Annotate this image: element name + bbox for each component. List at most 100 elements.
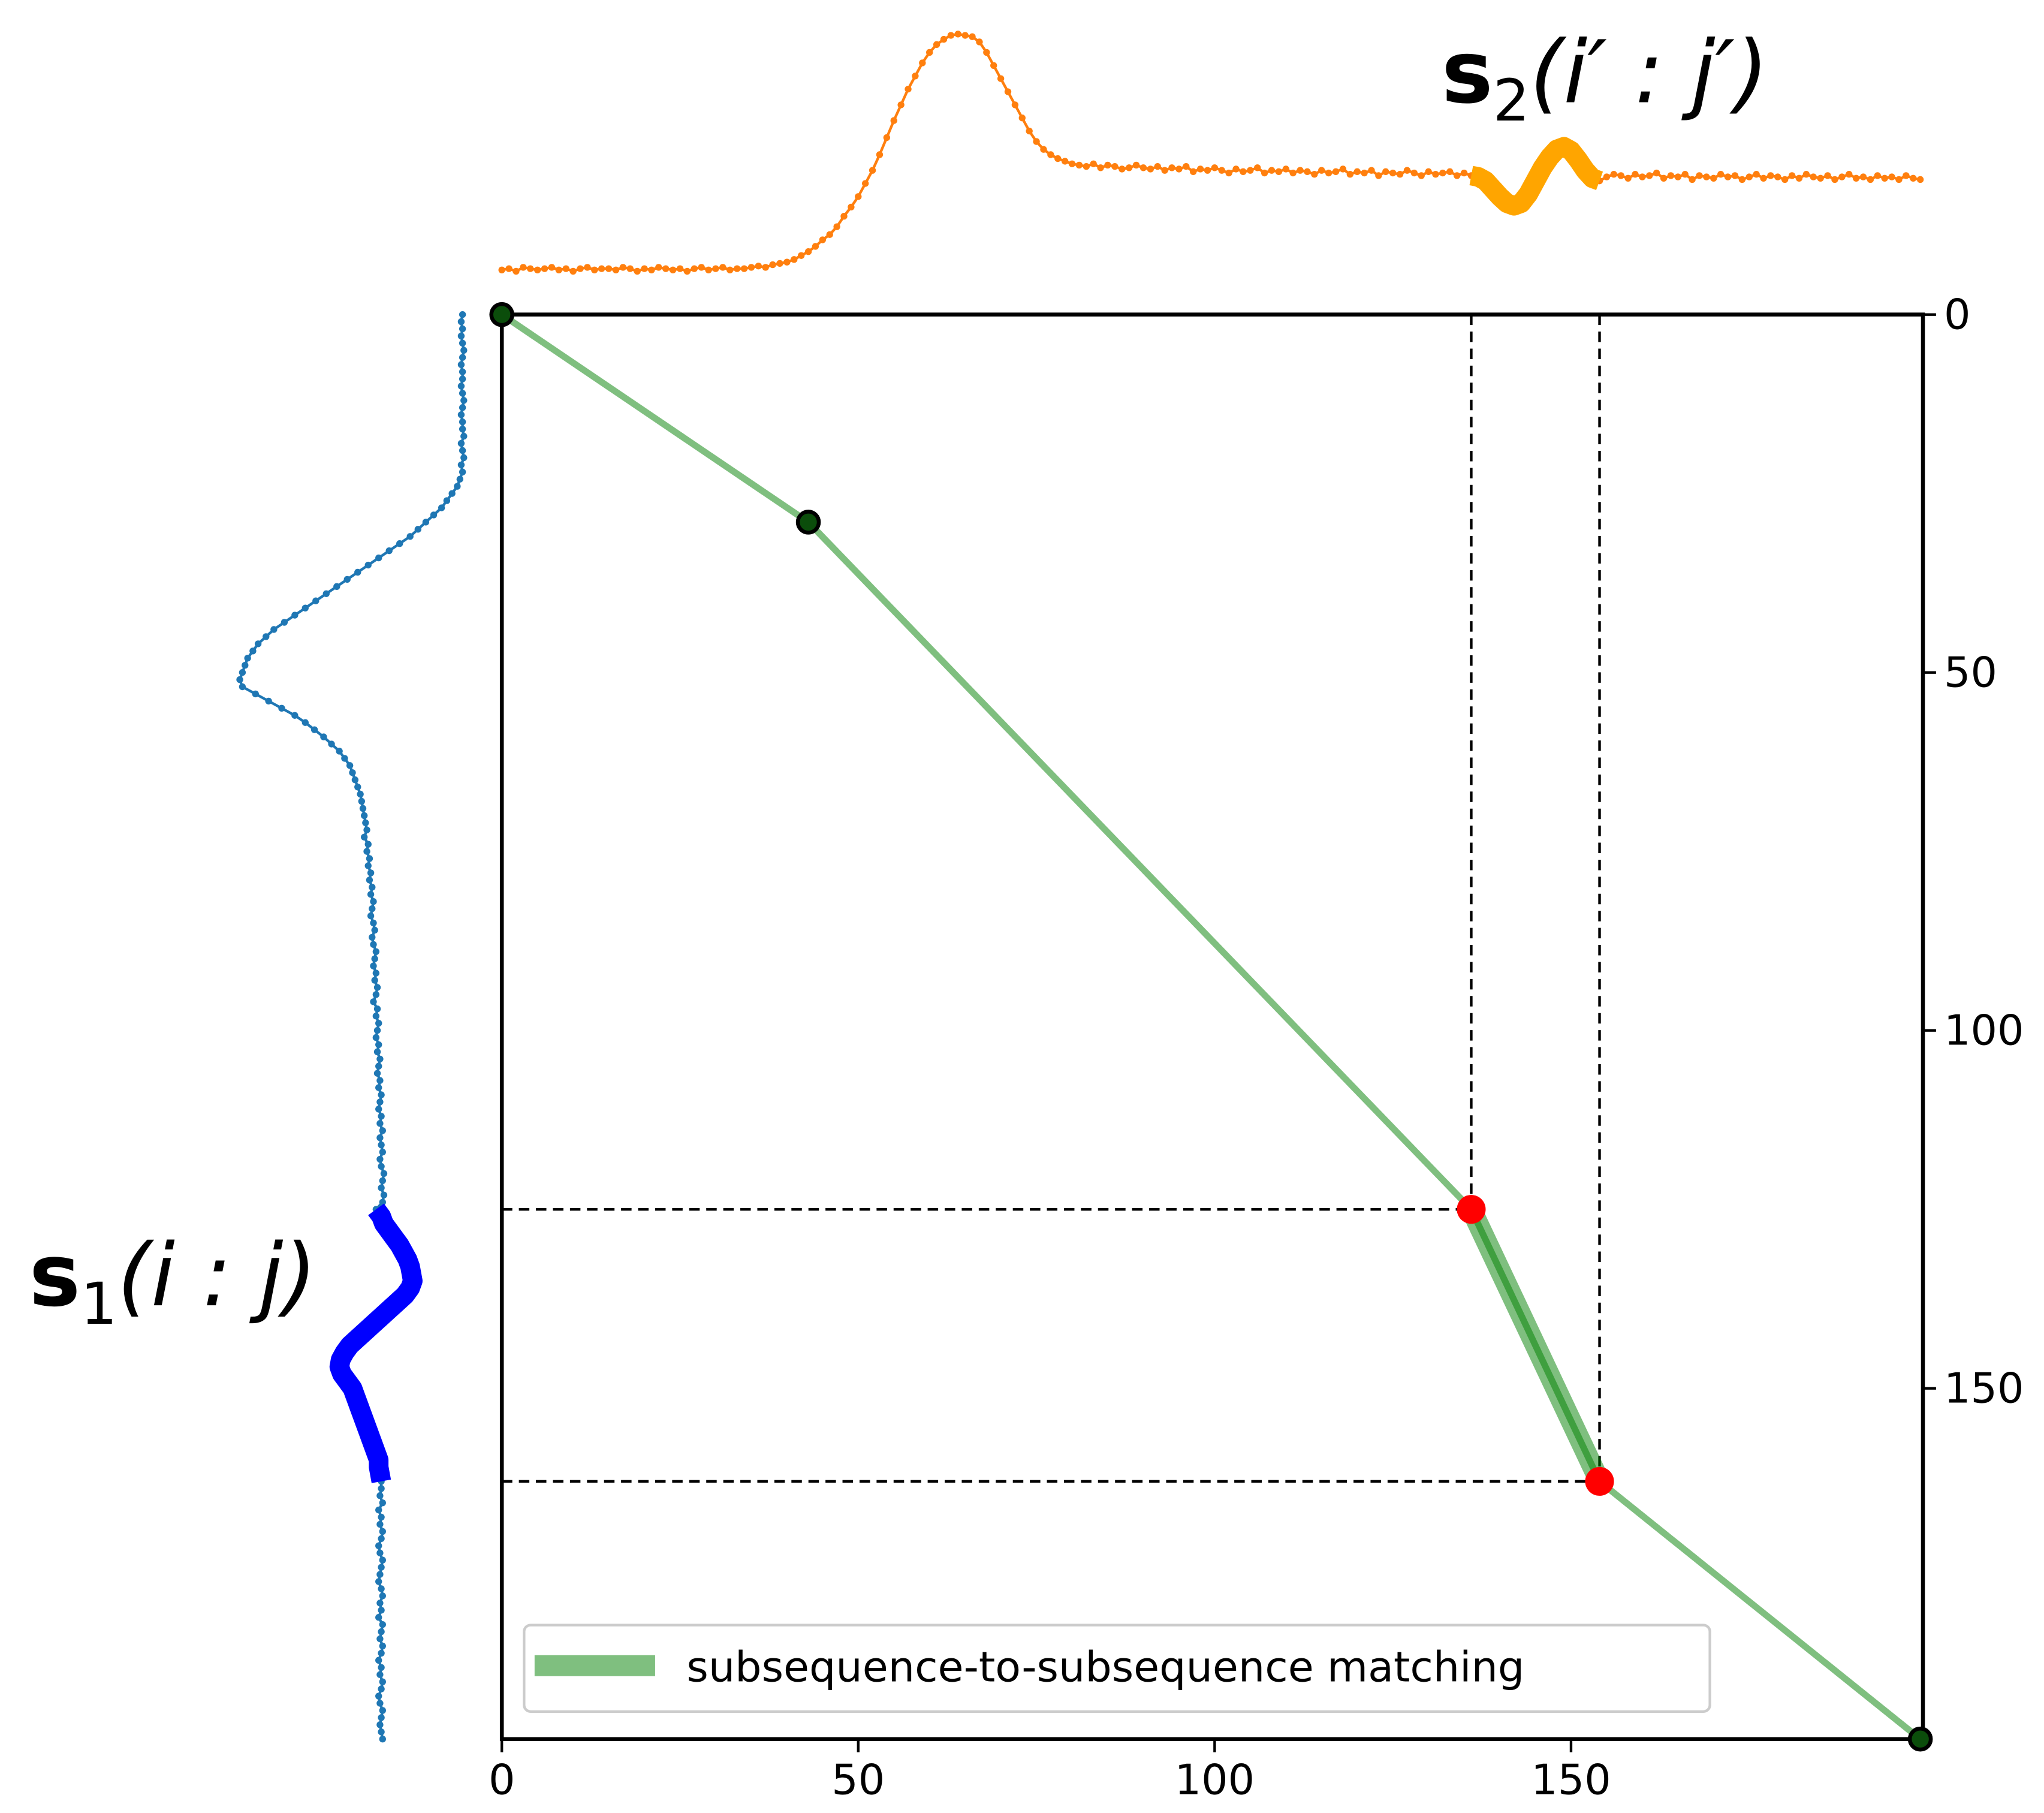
- series-point: [376, 1549, 384, 1556]
- series-point: [648, 266, 655, 273]
- series-point: [375, 1020, 382, 1027]
- series-point: [459, 311, 466, 318]
- series-point: [357, 790, 364, 798]
- series-point: [373, 1070, 381, 1077]
- series-point: [379, 1556, 386, 1564]
- series-point: [791, 256, 798, 263]
- series-point: [351, 776, 359, 784]
- series-point: [375, 1084, 382, 1091]
- series-point: [1653, 169, 1660, 177]
- series-point: [291, 612, 299, 619]
- series-point: [367, 891, 375, 898]
- series-point: [505, 265, 512, 272]
- label-args: (i′ : j′): [1530, 23, 1769, 124]
- series-point: [527, 265, 534, 272]
- series-point: [1018, 115, 1026, 122]
- series-point: [1639, 173, 1646, 180]
- series-point: [1247, 167, 1254, 174]
- series-point: [1075, 161, 1083, 169]
- series-point: [359, 805, 367, 812]
- series-point: [1667, 172, 1675, 179]
- series-point: [1681, 171, 1689, 178]
- series-point: [363, 826, 370, 833]
- series-point: [1361, 169, 1368, 177]
- matching-segment: [1461, 1204, 1609, 1486]
- series-point: [1332, 168, 1340, 176]
- series-point: [533, 266, 541, 273]
- series-point: [370, 998, 377, 1005]
- series-point: [912, 73, 919, 80]
- series-point: [1175, 165, 1183, 173]
- series-point: [1261, 169, 1268, 177]
- series-point: [890, 117, 897, 124]
- series-point: [819, 236, 827, 243]
- series-point: [378, 1728, 385, 1736]
- series-point: [376, 1134, 384, 1142]
- y-tick-label: 50: [1944, 649, 1997, 697]
- series-point: [1325, 169, 1332, 177]
- series-point: [1617, 172, 1624, 179]
- series-point: [1297, 167, 1304, 174]
- series-point: [443, 497, 451, 504]
- series-point: [270, 626, 278, 633]
- series-point: [360, 812, 368, 820]
- series-line: [238, 314, 466, 1740]
- series-point: [302, 719, 309, 726]
- series-point: [367, 912, 375, 920]
- series-point: [312, 597, 319, 604]
- series-point: [1767, 172, 1774, 179]
- series-point: [291, 712, 299, 719]
- series-point: [569, 267, 577, 275]
- series-point: [454, 483, 461, 490]
- series-point: [459, 354, 466, 361]
- series-point: [1895, 176, 1903, 183]
- label-sub: 1: [80, 1270, 117, 1338]
- series-point: [1753, 171, 1760, 178]
- series-point: [1353, 168, 1361, 176]
- series-point: [905, 85, 912, 93]
- series-point: [372, 1034, 380, 1041]
- series-point: [364, 841, 372, 848]
- series-point: [379, 1198, 386, 1206]
- series-point: [349, 769, 356, 776]
- series-point: [341, 755, 348, 762]
- series-point: [370, 898, 377, 905]
- series-point: [933, 41, 940, 49]
- series-point: [584, 264, 591, 271]
- series-point: [740, 265, 748, 272]
- series-point: [555, 266, 563, 273]
- series-point: [459, 390, 466, 397]
- series-point: [371, 977, 378, 984]
- series-point: [333, 583, 340, 591]
- series-point: [373, 984, 381, 991]
- series-point: [378, 1513, 385, 1521]
- s2-label: s2(i′ : j′): [1442, 23, 1769, 135]
- series-point: [1425, 168, 1432, 176]
- series-point: [370, 941, 377, 948]
- series-point: [376, 1098, 384, 1106]
- series-point: [373, 1048, 381, 1056]
- series-point: [1745, 173, 1753, 180]
- series-point: [379, 1678, 386, 1685]
- series-point: [655, 264, 662, 271]
- series-point: [375, 1578, 382, 1585]
- series-point: [997, 75, 1005, 82]
- series-point: [498, 266, 505, 273]
- series-point: [1432, 171, 1439, 178]
- y-tick-label: 150: [1944, 1365, 2024, 1413]
- series-point: [705, 266, 712, 273]
- series-point: [372, 1013, 380, 1020]
- series-point: [457, 411, 465, 418]
- series-point: [1083, 162, 1090, 170]
- series-point: [1460, 169, 1468, 177]
- series-point: [459, 447, 466, 454]
- series-point: [378, 1184, 385, 1191]
- series-point: [1410, 169, 1418, 177]
- series-point: [376, 1571, 384, 1578]
- series-point: [459, 425, 466, 433]
- series-point: [372, 969, 380, 977]
- series-point: [459, 468, 466, 475]
- series-point: [239, 683, 246, 691]
- series-point: [379, 1148, 386, 1156]
- series-point: [747, 264, 755, 271]
